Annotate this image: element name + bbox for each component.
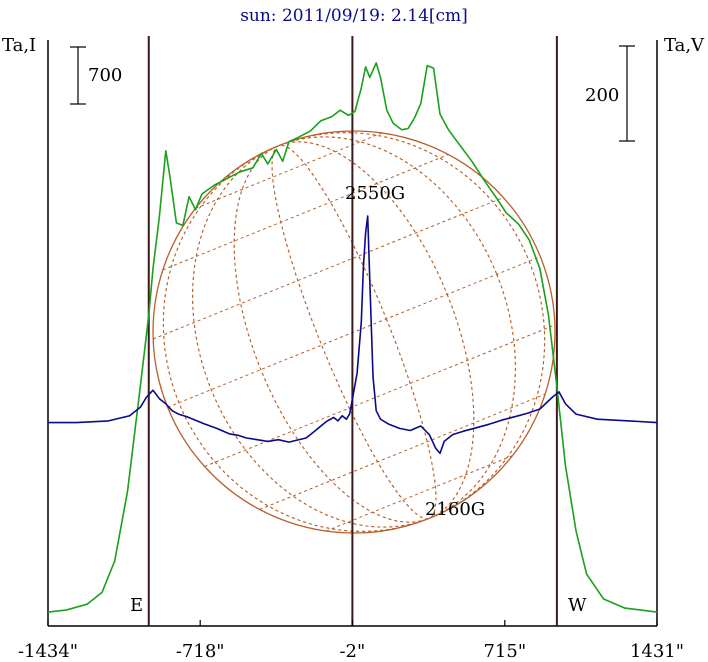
right-scale-bar: 200 <box>585 45 635 142</box>
x-tick-label: -718" <box>176 641 225 662</box>
limb-label-east: E <box>130 595 143 616</box>
longitude-line <box>192 136 516 528</box>
latitude-line <box>152 197 504 340</box>
x-axis-ticks: -1434" -718" -2" 715" 1431" <box>18 620 684 662</box>
annotation-2550g: 2550G <box>345 183 405 204</box>
limb-label-west: W <box>568 595 587 616</box>
annotation-2160g: 2160G <box>425 499 485 520</box>
x-tick-label: -1434" <box>18 641 78 662</box>
x-tick-label: 1431" <box>630 641 684 662</box>
x-tick-label: 715" <box>483 641 526 662</box>
latitude-line <box>204 324 556 467</box>
series-V <box>48 215 658 455</box>
sun-disk <box>152 130 556 534</box>
right-scale-bar-label: 200 <box>585 85 619 106</box>
left-scale-bar-label: 700 <box>88 65 122 86</box>
series-layer <box>47 62 658 613</box>
longitude-line <box>233 141 475 523</box>
latitude-line <box>167 256 541 408</box>
sun-grid <box>152 132 556 532</box>
sun-limb <box>152 130 556 534</box>
limb-center-lines <box>147 36 558 626</box>
left-axis-label: Ta,I <box>2 35 36 56</box>
series-I <box>47 62 658 613</box>
longitude-line <box>162 132 546 532</box>
chart-title: sun: 2011/09/19: 2.14[cm] <box>240 6 468 26</box>
latitude-line <box>259 393 546 510</box>
right-axis-label: Ta,V <box>664 35 705 56</box>
x-tick-label: -2" <box>339 641 365 662</box>
latitude-line <box>162 154 449 271</box>
left-scale-bar: 700 <box>70 46 122 105</box>
